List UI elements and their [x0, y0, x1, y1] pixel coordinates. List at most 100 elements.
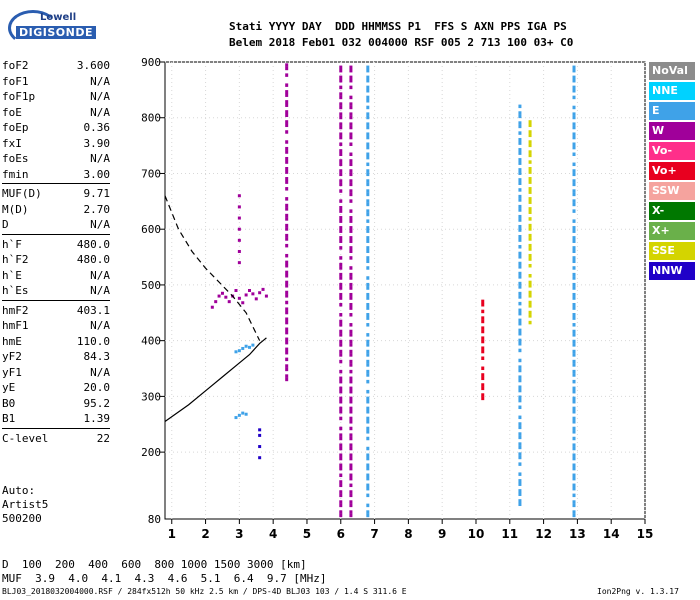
- echo-point: [518, 168, 522, 172]
- echo-point: [285, 223, 289, 228]
- echo-point: [285, 367, 289, 372]
- echo-point: [339, 292, 343, 297]
- echo-point: [528, 160, 532, 164]
- echo-point: [349, 266, 353, 270]
- echo-point: [481, 339, 485, 344]
- echo-point: [285, 233, 289, 238]
- echo-point: [366, 99, 370, 103]
- legend-nne-swatch: NNE: [649, 82, 695, 100]
- echo-point: [528, 290, 532, 295]
- param-name: hmF2: [2, 303, 29, 317]
- echo-point: [518, 275, 522, 279]
- echo-point: [366, 416, 370, 421]
- echo-point: [349, 229, 353, 233]
- echo-point: [518, 295, 522, 299]
- param-row: foF1 N/A: [2, 74, 110, 90]
- echo-point: [518, 321, 522, 326]
- header-fields-line: Stati YYYY DAY DDD HHMMSS P1 FFS S AXN P…: [229, 20, 567, 33]
- echo-point: [339, 172, 343, 177]
- echo-point: [241, 411, 245, 415]
- legend-vo-swatch: Vo-: [649, 142, 695, 160]
- echo-point: [366, 115, 370, 120]
- echo-point: [349, 333, 353, 337]
- echo-point: [285, 146, 289, 151]
- echo-point: [572, 386, 576, 391]
- echo-point: [572, 145, 576, 150]
- echo-point: [366, 409, 370, 414]
- echo-point: [349, 216, 353, 220]
- echo-point: [518, 138, 522, 142]
- echo-point: [366, 246, 370, 250]
- echo-point: [572, 292, 576, 297]
- echo-point: [285, 150, 289, 154]
- echo-point: [339, 125, 343, 130]
- echo-point: [285, 123, 289, 128]
- echo-point: [518, 479, 522, 483]
- echo-point: [366, 142, 370, 146]
- echo-point: [339, 433, 343, 437]
- echo-point: [572, 192, 576, 197]
- echo-point: [528, 187, 532, 191]
- echo-point: [285, 340, 289, 345]
- echo-point: [285, 66, 289, 71]
- echo-point: [366, 169, 370, 173]
- echo-point: [285, 217, 289, 221]
- echo-point: [285, 307, 289, 311]
- echo-point: [366, 353, 370, 357]
- param-name: yF2: [2, 350, 22, 363]
- echo-point: [349, 135, 353, 140]
- param-name: hmF1: [2, 319, 29, 332]
- y-tick-label: 80: [148, 513, 161, 526]
- x-tick-label: 15: [637, 527, 654, 541]
- echo-point: [285, 93, 289, 97]
- echo-point: [528, 223, 532, 228]
- y-tick-label: 200: [141, 446, 161, 459]
- param-row: h`E N/A: [2, 268, 110, 284]
- footer-version: Ion2Png v. 1.3.17: [597, 587, 679, 596]
- echo-point: [237, 205, 241, 209]
- echo-point: [339, 386, 343, 391]
- legend-nnw-swatch: NNW: [649, 262, 695, 280]
- param-value: N/A: [90, 218, 110, 231]
- echo-point: [339, 282, 343, 287]
- echo-point: [518, 405, 522, 410]
- echo-point: [339, 446, 343, 451]
- echo-point: [572, 463, 576, 467]
- echo-point: [339, 302, 343, 307]
- echo-point: [285, 100, 289, 104]
- echo-point: [572, 302, 576, 307]
- echo-point: [237, 249, 241, 253]
- echo-point: [339, 379, 343, 384]
- echo-point: [339, 376, 343, 381]
- echo-point: [366, 199, 370, 203]
- echo-point: [349, 490, 353, 494]
- echo-point: [528, 153, 532, 158]
- param-value: 95.2: [83, 396, 111, 410]
- echo-point: [518, 499, 522, 503]
- echo-point: [339, 112, 343, 116]
- echo-point: [339, 329, 343, 334]
- echo-point: [518, 368, 522, 373]
- echo-point: [518, 228, 522, 232]
- echo-point: [528, 217, 532, 221]
- param-row: yE 20.0: [2, 380, 110, 396]
- echo-point: [528, 180, 532, 184]
- echo-point: [349, 152, 353, 157]
- echo-point: [572, 396, 576, 401]
- echo-point: [349, 239, 353, 243]
- echo-point: [518, 338, 522, 343]
- echo-point: [285, 350, 289, 355]
- echo-point: [285, 330, 289, 335]
- echo-point: [339, 399, 343, 404]
- param-name: MUF(D): [2, 187, 42, 200]
- echo-point: [349, 296, 353, 300]
- echo-point: [339, 436, 343, 441]
- echo-point: [339, 209, 343, 213]
- echo-point: [518, 445, 522, 450]
- echo-point: [572, 339, 576, 344]
- echo-point: [518, 255, 522, 259]
- echo-point: [572, 115, 576, 120]
- echo-point: [518, 452, 522, 456]
- echo-point: [237, 349, 241, 353]
- legend-noval-swatch: NoVal: [649, 62, 695, 80]
